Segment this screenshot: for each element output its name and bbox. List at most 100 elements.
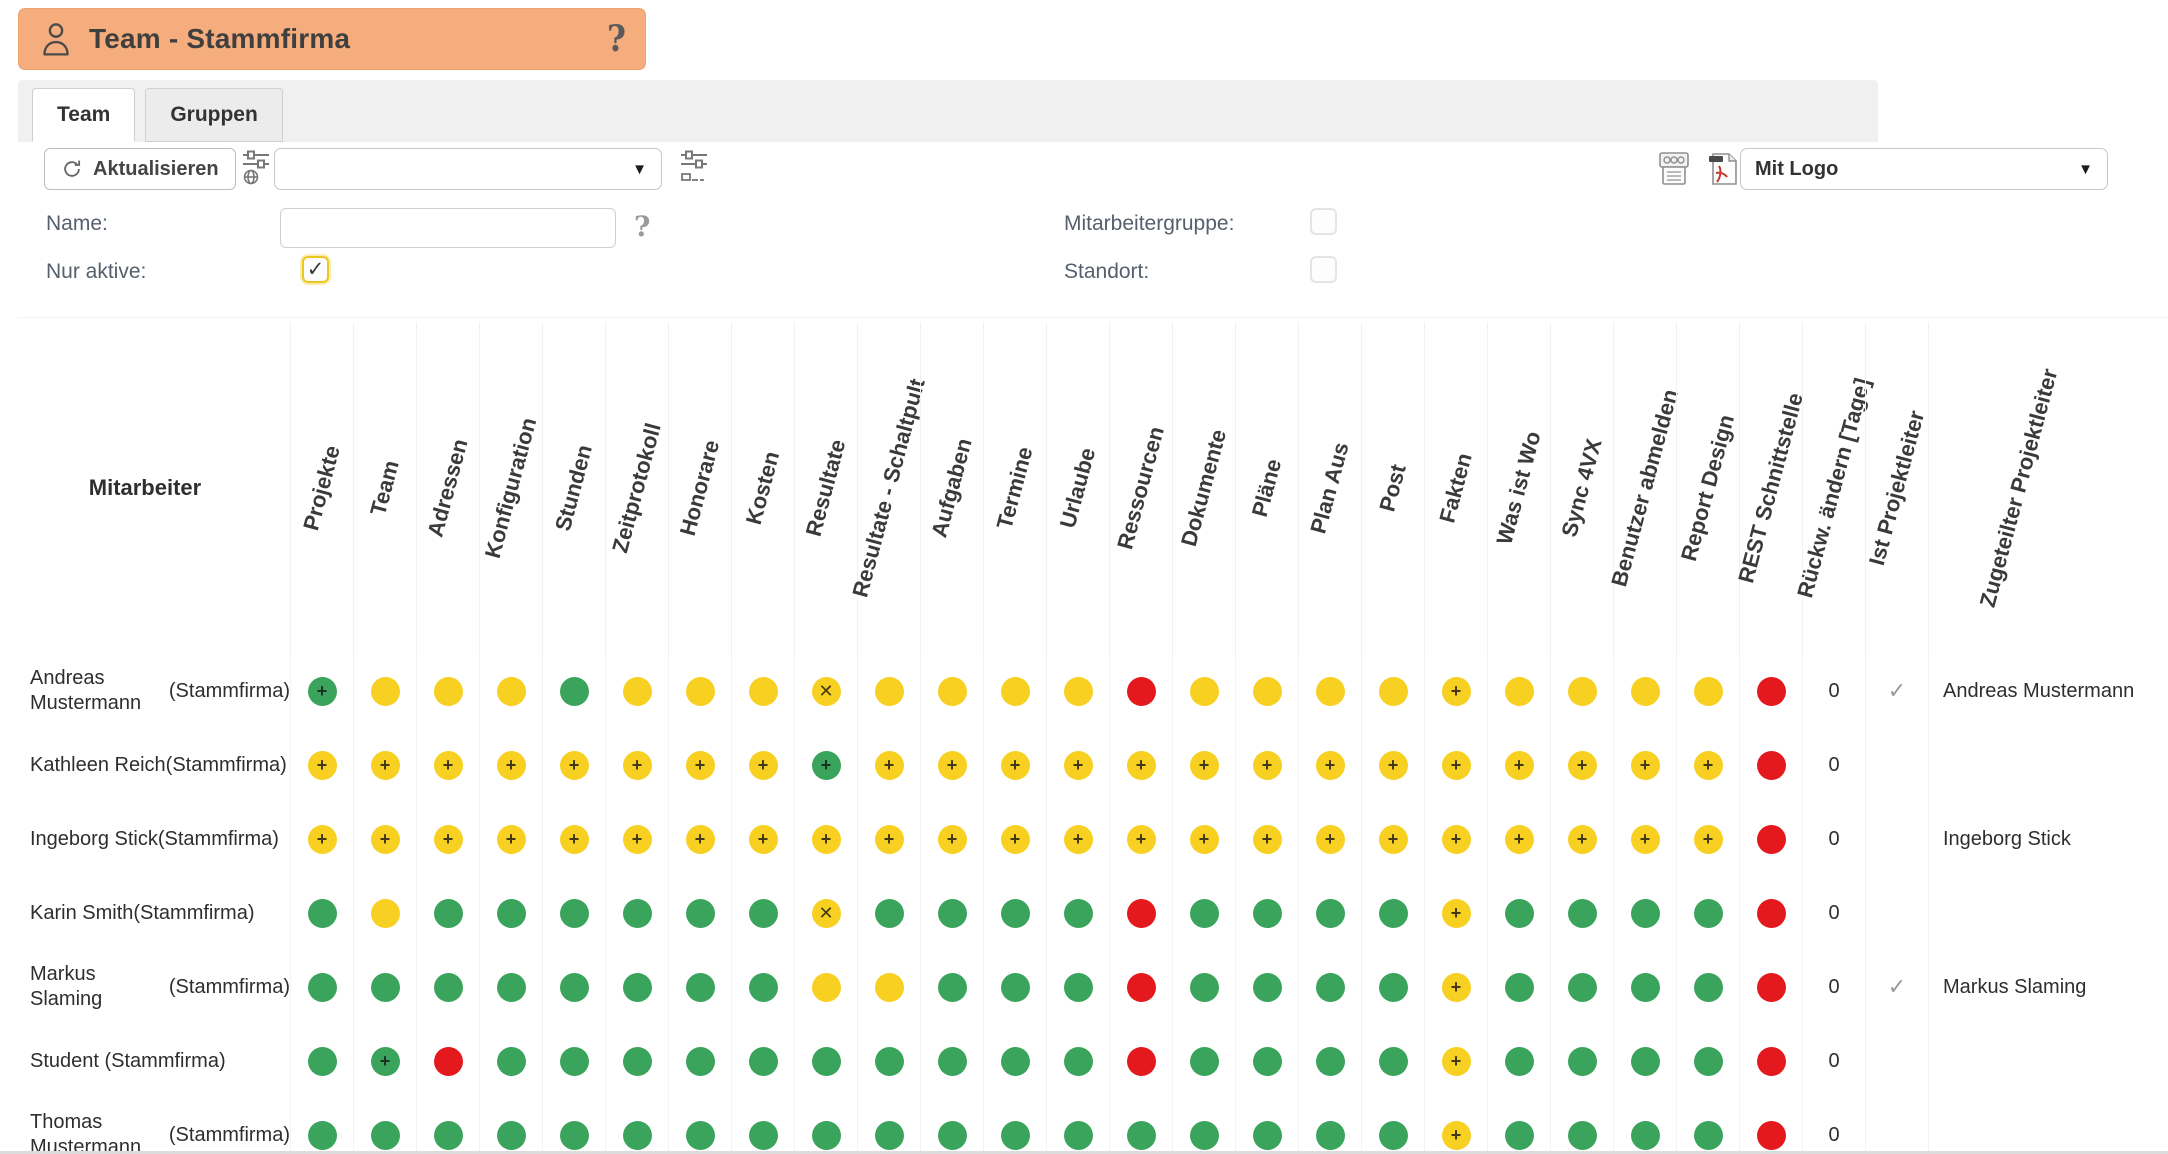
permission-dot[interactable] bbox=[1063, 972, 1093, 1002]
employee-name[interactable]: Karin Smith (Stammfirma) bbox=[0, 876, 290, 950]
permission-dot[interactable] bbox=[1378, 1120, 1408, 1150]
permission-dot[interactable] bbox=[1567, 1046, 1597, 1076]
permission-dot[interactable] bbox=[1189, 1120, 1219, 1150]
permission-dot[interactable] bbox=[1252, 972, 1282, 1002]
sliders-panel-icon[interactable] bbox=[680, 150, 708, 186]
permission-dot[interactable] bbox=[1315, 898, 1345, 928]
permission-dot[interactable] bbox=[937, 1046, 967, 1076]
permission-dot[interactable]: + bbox=[307, 824, 337, 854]
permission-dot[interactable] bbox=[622, 1046, 652, 1076]
permission-dot[interactable]: + bbox=[1000, 824, 1030, 854]
permission-dot[interactable] bbox=[1567, 1120, 1597, 1150]
permission-dot[interactable]: + bbox=[433, 750, 463, 780]
permission-dot[interactable]: + bbox=[874, 824, 904, 854]
permission-dot[interactable]: + bbox=[1063, 750, 1093, 780]
permission-dot[interactable]: + bbox=[370, 750, 400, 780]
permission-dot[interactable]: + bbox=[622, 824, 652, 854]
permission-dot[interactable]: + bbox=[1378, 824, 1408, 854]
mitarbeitergruppe-checkbox[interactable] bbox=[1310, 208, 1337, 235]
permission-dot[interactable] bbox=[1189, 1046, 1219, 1076]
permission-dot[interactable] bbox=[496, 1120, 526, 1150]
permission-dot[interactable]: + bbox=[1315, 750, 1345, 780]
employee-name[interactable]: Thomas Mustermann (Stammfirma) bbox=[0, 1098, 290, 1154]
permission-dot[interactable]: + bbox=[1126, 750, 1156, 780]
permission-dot[interactable] bbox=[1504, 1046, 1534, 1076]
permission-dot[interactable] bbox=[1189, 972, 1219, 1002]
employee-name[interactable]: Ingeborg Stick (Stammfirma) bbox=[0, 802, 290, 876]
permission-dot[interactable] bbox=[1378, 676, 1408, 706]
permission-dot[interactable] bbox=[1756, 898, 1786, 928]
permission-dot[interactable]: + bbox=[748, 750, 778, 780]
permission-dot[interactable] bbox=[1567, 676, 1597, 706]
permission-dot[interactable] bbox=[937, 676, 967, 706]
permission-dot[interactable]: + bbox=[1441, 824, 1471, 854]
permission-dot[interactable] bbox=[1126, 898, 1156, 928]
permission-dot[interactable] bbox=[1063, 676, 1093, 706]
permission-dot[interactable] bbox=[496, 1046, 526, 1076]
permission-dot[interactable]: + bbox=[685, 824, 715, 854]
permission-dot[interactable] bbox=[1630, 898, 1660, 928]
permission-dot[interactable] bbox=[1126, 972, 1156, 1002]
permission-dot[interactable] bbox=[1630, 972, 1660, 1002]
employee-name[interactable]: Andreas Mustermann (Stammfirma) bbox=[0, 654, 290, 728]
permission-dot[interactable] bbox=[1063, 898, 1093, 928]
permission-dot[interactable]: + bbox=[1378, 750, 1408, 780]
permission-dot[interactable] bbox=[1189, 676, 1219, 706]
name-input[interactable] bbox=[280, 208, 616, 248]
permission-dot[interactable]: + bbox=[1630, 824, 1660, 854]
permission-dot[interactable]: + bbox=[1441, 750, 1471, 780]
permission-dot[interactable]: + bbox=[1441, 972, 1471, 1002]
permission-dot[interactable] bbox=[874, 898, 904, 928]
permission-dot[interactable]: + bbox=[1441, 898, 1471, 928]
permission-dot[interactable] bbox=[1567, 898, 1597, 928]
permission-dot[interactable] bbox=[307, 1046, 337, 1076]
permission-dot[interactable]: + bbox=[1441, 1046, 1471, 1076]
permission-dot[interactable]: + bbox=[1000, 750, 1030, 780]
permission-dot[interactable] bbox=[685, 1046, 715, 1076]
permission-dot[interactable] bbox=[433, 1046, 463, 1076]
permission-dot[interactable] bbox=[748, 1120, 778, 1150]
permission-dot[interactable] bbox=[1063, 1046, 1093, 1076]
permission-dot[interactable]: ✕ bbox=[811, 676, 841, 706]
permission-dot[interactable]: + bbox=[1315, 824, 1345, 854]
nur-aktive-checkbox[interactable]: ✓ bbox=[302, 256, 329, 283]
permission-dot[interactable] bbox=[1315, 1046, 1345, 1076]
permission-dot[interactable] bbox=[748, 1046, 778, 1076]
permission-dot[interactable] bbox=[874, 1120, 904, 1150]
permission-dot[interactable] bbox=[1630, 1046, 1660, 1076]
permission-dot[interactable] bbox=[1000, 676, 1030, 706]
permission-dot[interactable] bbox=[1756, 676, 1786, 706]
permission-dot[interactable] bbox=[937, 1120, 967, 1150]
permission-dot[interactable]: + bbox=[1567, 750, 1597, 780]
permission-dot[interactable] bbox=[1252, 676, 1282, 706]
permission-dot[interactable] bbox=[496, 898, 526, 928]
permission-dot[interactable] bbox=[1756, 1046, 1786, 1076]
permission-dot[interactable] bbox=[1378, 898, 1408, 928]
permission-dot[interactable]: + bbox=[496, 824, 526, 854]
permission-dot[interactable] bbox=[1189, 898, 1219, 928]
permission-dot[interactable] bbox=[874, 1046, 904, 1076]
permission-dot[interactable] bbox=[748, 676, 778, 706]
standort-checkbox[interactable] bbox=[1310, 256, 1337, 283]
permission-dot[interactable] bbox=[874, 676, 904, 706]
permission-dot[interactable] bbox=[811, 1120, 841, 1150]
permission-dot[interactable]: + bbox=[811, 824, 841, 854]
permission-dot[interactable]: + bbox=[496, 750, 526, 780]
permission-dot[interactable] bbox=[1567, 972, 1597, 1002]
permission-dot[interactable] bbox=[1630, 1120, 1660, 1150]
pdf-export-icon[interactable] bbox=[1706, 150, 1742, 188]
permission-dot[interactable]: + bbox=[937, 750, 967, 780]
permission-dot[interactable] bbox=[1063, 1120, 1093, 1150]
permission-dot[interactable] bbox=[433, 898, 463, 928]
permission-dot[interactable] bbox=[874, 972, 904, 1002]
permission-dot[interactable]: + bbox=[307, 676, 337, 706]
permission-dot[interactable] bbox=[1315, 972, 1345, 1002]
permission-dot[interactable] bbox=[1126, 676, 1156, 706]
permission-dot[interactable] bbox=[1693, 1046, 1723, 1076]
permission-dot[interactable]: + bbox=[1189, 824, 1219, 854]
permission-dot[interactable] bbox=[1126, 1046, 1156, 1076]
permission-dot[interactable]: + bbox=[748, 824, 778, 854]
permission-dot[interactable]: + bbox=[874, 750, 904, 780]
permission-dot[interactable]: + bbox=[937, 824, 967, 854]
permission-dot[interactable] bbox=[559, 676, 589, 706]
